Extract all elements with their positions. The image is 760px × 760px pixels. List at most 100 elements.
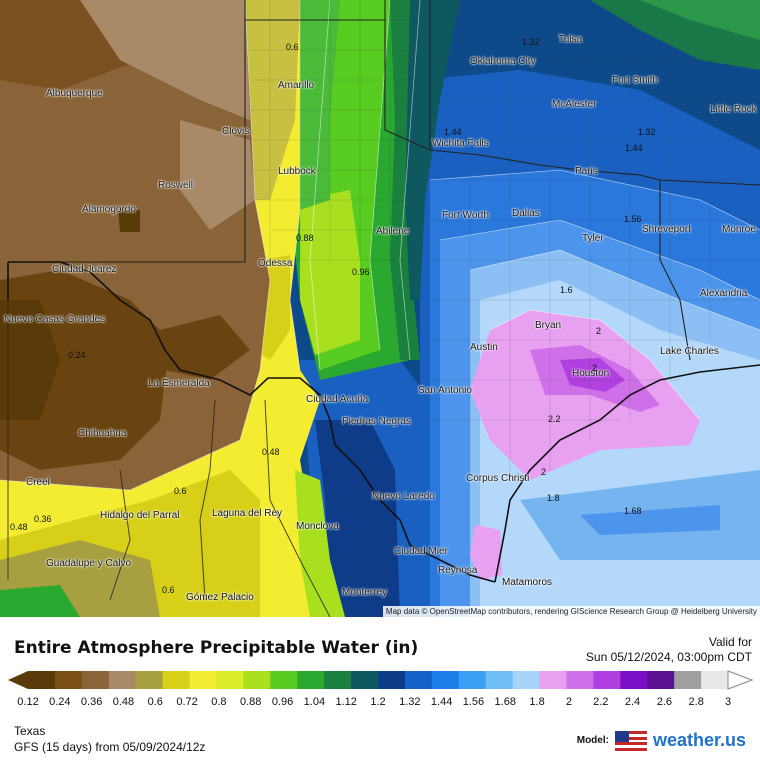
city-label: Amarillo xyxy=(278,80,314,91)
contour-value-label: 0.96 xyxy=(352,267,370,277)
city-name: San Antonio xyxy=(418,385,472,396)
scale-swatch xyxy=(81,671,110,689)
scale-tick-label: 0.72 xyxy=(176,696,198,708)
city-label: La Esmeralda xyxy=(148,378,210,389)
scale-tick-label: 1.68 xyxy=(494,696,516,708)
city-name: Chihuahua xyxy=(78,428,127,439)
city-name: Ciudad Acuña xyxy=(306,394,369,405)
city-name: Matamoros xyxy=(502,577,553,588)
city-name: Monroe xyxy=(722,224,756,235)
scale-swatch xyxy=(566,671,594,689)
city-label: Matamoros xyxy=(502,577,552,588)
map-attribution: Map data © OpenStreetMap contributors, r… xyxy=(382,606,760,617)
scale-swatch xyxy=(404,671,433,689)
region-label: Texas xyxy=(14,724,46,738)
scale-swatch xyxy=(674,671,702,689)
scale-swatch xyxy=(378,671,406,689)
contour-value-label: 0.24 xyxy=(68,350,86,360)
scale-tick-label: 0.96 xyxy=(271,696,294,708)
city-name: La Esmeralda xyxy=(148,378,210,389)
city-name: McAlester xyxy=(552,99,597,110)
scale-tick-label: 0.88 xyxy=(240,696,262,708)
city-label: Little Rock xyxy=(710,104,757,115)
city-name: Reynosa xyxy=(438,565,478,576)
city-label: Fort Worth xyxy=(442,210,489,221)
contour-value-label: 1.44 xyxy=(444,127,462,137)
city-name: Creel xyxy=(26,477,50,488)
scale-tick-label: 1.56 xyxy=(462,696,485,708)
scale-swatch xyxy=(270,671,298,689)
scale-tick-label: 2.6 xyxy=(656,696,673,708)
scale-swatch xyxy=(539,671,567,689)
city-label: McAlester xyxy=(552,99,596,110)
scale-arrow-left xyxy=(8,671,28,689)
valid-time-block: Valid for Sun 05/12/2024, 03:00pm CDT xyxy=(586,635,752,665)
scale-tick-label: 0.12 xyxy=(17,696,39,708)
precipitable-water-map[interactable]: Tulsa Oklahoma City Fort Smith McAlester Lit… xyxy=(0,0,760,617)
contour-value-label: 0.88 xyxy=(296,233,314,243)
city-name: Ciudad Mier xyxy=(394,546,448,557)
color-scale-bar xyxy=(8,670,754,690)
contour-value-label: 1.68 xyxy=(624,506,642,516)
city-name: Albuquerque xyxy=(46,88,103,99)
city-name: Monclova xyxy=(296,521,339,532)
scale-tick-label: 1.44 xyxy=(430,696,453,708)
city-label: Guadalupe y Calvo xyxy=(46,558,131,569)
city-label: Lake Charles xyxy=(660,346,719,357)
city-label: Hidalgo del Parral xyxy=(100,510,180,521)
contour-value-label: 1.6 xyxy=(560,285,573,295)
city-name: Abilene xyxy=(376,226,410,237)
scale-arrow-right xyxy=(727,670,754,690)
city-label: Tulsa xyxy=(558,34,582,45)
city-name: Tulsa xyxy=(558,34,583,45)
scale-tick-label: 0.48 xyxy=(112,696,135,708)
city-name: Bryan xyxy=(535,320,562,331)
scale-swatch xyxy=(351,671,379,689)
city-label: Austin xyxy=(470,342,498,353)
scale-swatch xyxy=(620,671,648,689)
city-label: Creel xyxy=(26,477,50,488)
city-name: Amarillo xyxy=(278,80,315,91)
city-name: Little Rock xyxy=(710,104,757,115)
city-label: Tyler xyxy=(582,233,604,244)
city-label: Oklahoma City xyxy=(470,56,536,67)
city-name: Dallas xyxy=(512,208,540,219)
scale-swatch xyxy=(297,671,325,689)
city-name: Gómez Palacio xyxy=(186,592,254,603)
contour-value-label: 0.6 xyxy=(174,486,187,496)
city-label: Abilene xyxy=(376,226,409,237)
scale-tick-label: 1.12 xyxy=(335,696,357,708)
map-title: Entire Atmosphere Precipitable Water (in… xyxy=(14,638,419,658)
city-name: Monterrey xyxy=(342,587,388,598)
city-label: Monclova xyxy=(296,521,339,532)
city-name: Ciudad Juárez xyxy=(52,264,117,275)
city-label: Monterrey xyxy=(342,587,387,598)
map-canvas xyxy=(0,0,760,617)
city-label: Wichita Falls xyxy=(432,138,489,149)
valid-label: Valid for xyxy=(708,635,752,649)
contour-value-label: 2 xyxy=(541,467,547,477)
weather-us-logo[interactable]: weather.us xyxy=(652,730,746,750)
scale-swatch xyxy=(701,671,729,689)
city-label: Gómez Palacio xyxy=(186,592,254,603)
scale-swatch xyxy=(216,671,244,689)
scale-tick-label: 2.8 xyxy=(688,696,704,708)
city-label: Chihuahua xyxy=(78,428,126,439)
scale-swatch xyxy=(512,671,541,689)
city-label: Shreveport xyxy=(642,224,691,235)
city-label: San Antonio xyxy=(418,385,472,396)
city-label: Ciudad Juárez xyxy=(52,264,116,275)
model-run-label: GFS (15 days) from 05/09/2024/12z xyxy=(14,740,206,754)
color-scale-ticks: 0.12 0.24 0.36 0.48 0.6 0.72 0.8 0.88 0.96 1.04 1.… xyxy=(0,696,760,710)
contour-value-label: 0.6 xyxy=(162,585,175,595)
scale-swatch xyxy=(135,671,164,689)
scale-swatch xyxy=(28,671,56,689)
scale-swatch xyxy=(485,671,514,689)
scale-tick-label: 2.4 xyxy=(624,696,641,708)
city-name: Odessa xyxy=(258,258,293,269)
scale-tick-label: 0.36 xyxy=(80,696,103,708)
city-name: Guadalupe y Calvo xyxy=(46,558,132,569)
brand-block[interactable]: Model: weather.us xyxy=(577,730,746,751)
city-name: Piedras Negras xyxy=(342,416,411,427)
scale-tick-label: 2 xyxy=(565,696,572,708)
